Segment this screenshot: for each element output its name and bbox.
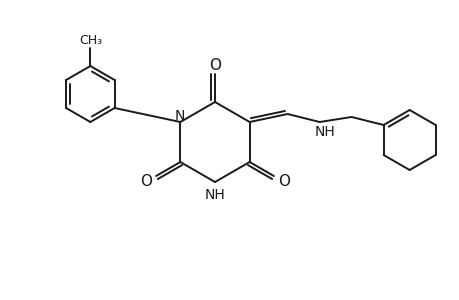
Text: O: O [208, 58, 220, 73]
Text: O: O [140, 173, 152, 188]
Text: NH: NH [313, 125, 334, 139]
Text: NH: NH [204, 188, 225, 202]
Text: N: N [174, 109, 184, 123]
Text: O: O [277, 173, 289, 188]
Text: CH₃: CH₃ [78, 34, 102, 46]
